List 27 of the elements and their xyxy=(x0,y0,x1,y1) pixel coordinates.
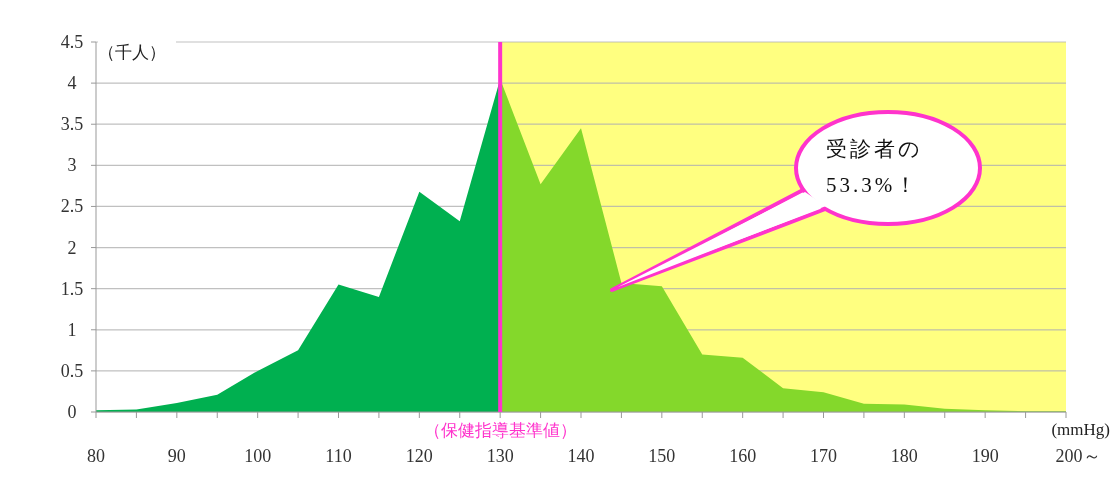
x-tick-label: 110 xyxy=(325,446,352,466)
y-tick-label: 2 xyxy=(67,237,77,258)
x-axis-title: (mmHg) xyxy=(1051,420,1110,439)
x-tick-label: 120 xyxy=(405,446,433,466)
y-axis-title: （千人） xyxy=(98,43,166,62)
x-tick-label: 150 xyxy=(648,446,676,466)
y-tick-label: 3.5 xyxy=(60,114,84,135)
x-tick-label: 160 xyxy=(729,446,757,466)
y-tick-label: 0 xyxy=(67,402,77,422)
y-tick-label: 0.5 xyxy=(60,360,84,381)
x-tick-label: 190 xyxy=(971,446,999,466)
y-tick-label: 1.5 xyxy=(60,278,84,299)
x-tick-label: 200～ xyxy=(1055,446,1101,466)
x-tick-label: 90 xyxy=(167,446,186,466)
y-tick-label: 2.5 xyxy=(60,196,84,217)
annotation: 受診者の 53.3%！ xyxy=(826,137,923,197)
x-tick-label: 170 xyxy=(810,446,837,466)
x-tick-label: 180 xyxy=(890,446,918,466)
y-tick-label: 4.5 xyxy=(60,32,84,52)
x-tick-label: 140 xyxy=(567,446,595,466)
x-tick-label: 80 xyxy=(87,446,105,466)
y-tick-label: 1 xyxy=(67,319,77,340)
x-tick-label: 130 xyxy=(486,446,514,466)
y-tick-label: 4 xyxy=(67,73,77,94)
x-tick-label: 100 xyxy=(244,446,272,466)
ref-line-label: （保健指導基準値） xyxy=(423,421,577,440)
y-tick-label: 3 xyxy=(67,155,77,176)
